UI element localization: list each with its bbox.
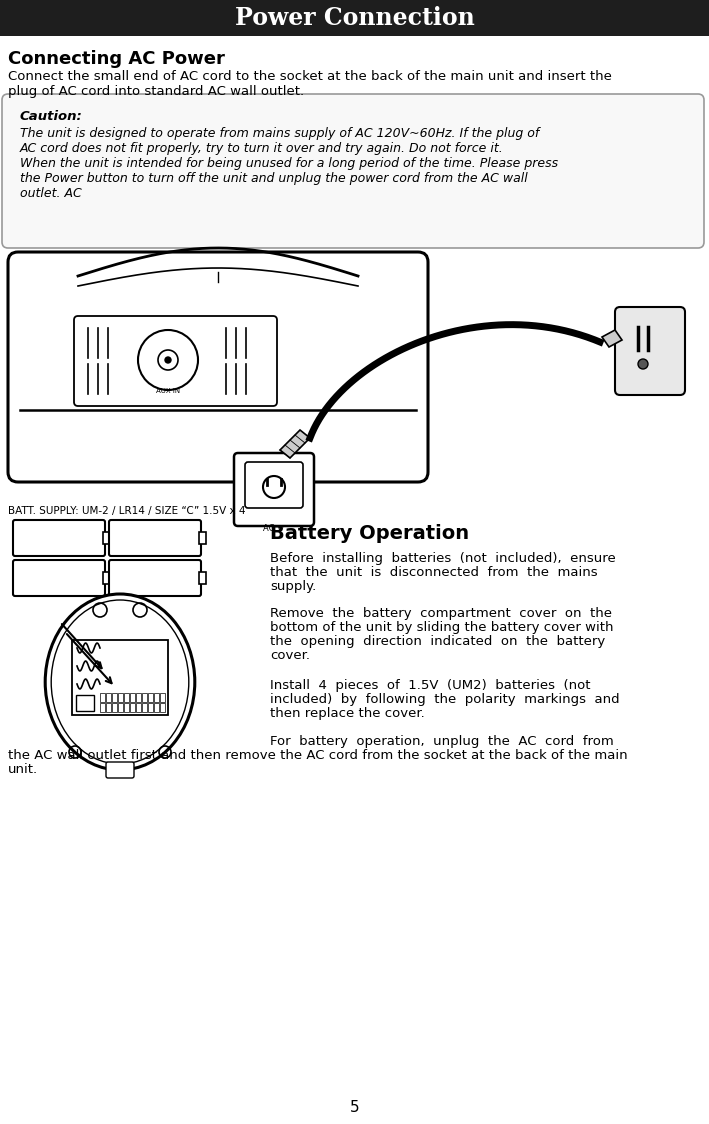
Text: Connect the small end of AC cord to the socket at the back of the main unit and : Connect the small end of AC cord to the … (8, 70, 612, 83)
Text: Remove  the  battery  compartment  cover  on  the: Remove the battery compartment cover on … (270, 607, 612, 620)
Text: supply.: supply. (270, 580, 316, 593)
FancyBboxPatch shape (615, 307, 685, 395)
Bar (124, 702, 129, 711)
Circle shape (165, 357, 171, 363)
FancyBboxPatch shape (2, 94, 704, 248)
FancyBboxPatch shape (74, 316, 277, 406)
Bar (100, 702, 105, 711)
FancyBboxPatch shape (109, 520, 201, 556)
Text: plug of AC cord into standard AC wall outlet.: plug of AC cord into standard AC wall ou… (8, 85, 304, 98)
Circle shape (638, 359, 648, 369)
Text: Install  4  pieces  of  1.5V  (UM2)  batteries  (not: Install 4 pieces of 1.5V (UM2) batteries… (270, 679, 591, 692)
Bar (100, 694, 105, 702)
Bar (103, 572, 110, 584)
Bar (154, 694, 159, 702)
Polygon shape (602, 330, 622, 347)
Bar (118, 694, 123, 702)
FancyBboxPatch shape (245, 462, 303, 508)
FancyBboxPatch shape (109, 560, 201, 596)
Bar (154, 702, 159, 711)
Text: When the unit is intended for being unused for a long period of the time. Please: When the unit is intended for being unus… (20, 157, 558, 170)
Bar (148, 694, 153, 702)
Bar (118, 702, 123, 711)
Text: that  the  unit  is  disconnected  from  the  mains: that the unit is disconnected from the m… (270, 566, 598, 579)
Bar (136, 702, 141, 711)
Bar (0, 0, 709, 36)
Bar (76, 695, 94, 711)
Bar (112, 702, 117, 711)
Text: outlet. AC: outlet. AC (20, 187, 82, 200)
Text: AC cord does not fit properly, try to turn it over and try again. Do not force i: AC cord does not fit properly, try to tu… (20, 142, 504, 155)
Bar (199, 532, 206, 544)
Bar (130, 702, 135, 711)
FancyBboxPatch shape (8, 252, 428, 482)
Text: 5: 5 (350, 1100, 359, 1115)
Text: cover.: cover. (270, 649, 310, 662)
Ellipse shape (45, 593, 195, 770)
Bar (136, 694, 141, 702)
Bar (142, 694, 147, 702)
Bar (199, 572, 206, 584)
Text: For  battery  operation,  unplug  the  AC  cord  from: For battery operation, unplug the AC cor… (270, 735, 614, 747)
Bar (124, 694, 129, 702)
Bar (106, 702, 111, 711)
Text: unit.: unit. (8, 763, 38, 776)
Text: included)  by  following  the  polarity  markings  and: included) by following the polarity mark… (270, 694, 620, 706)
FancyBboxPatch shape (72, 640, 168, 715)
Bar (112, 694, 117, 702)
FancyBboxPatch shape (13, 560, 105, 596)
Text: Power Connection: Power Connection (235, 6, 474, 30)
Text: then replace the cover.: then replace the cover. (270, 707, 425, 720)
Text: Caution:: Caution: (20, 110, 83, 123)
Text: BATT. SUPPLY: UM-2 / LR14 / SIZE “C” 1.5V x 4: BATT. SUPPLY: UM-2 / LR14 / SIZE “C” 1.5… (8, 506, 245, 516)
Text: The unit is designed to operate from mains supply of AC 120V~60Hz. If the plug o: The unit is designed to operate from mai… (20, 127, 540, 140)
FancyBboxPatch shape (106, 762, 134, 778)
Text: Connecting AC Power: Connecting AC Power (8, 49, 225, 67)
Bar (148, 702, 153, 711)
Text: Before  installing  batteries  (not  included),  ensure: Before installing batteries (not include… (270, 552, 615, 565)
Bar (130, 694, 135, 702)
Bar (160, 694, 165, 702)
Polygon shape (280, 430, 310, 457)
Bar (160, 702, 165, 711)
Text: the AC wall outlet first and then remove the AC cord from the socket at the back: the AC wall outlet first and then remove… (8, 749, 627, 762)
Bar (103, 532, 110, 544)
Text: Battery Operation: Battery Operation (270, 524, 469, 543)
Text: AC ~: AC ~ (264, 524, 284, 533)
Bar (106, 694, 111, 702)
Bar (142, 702, 147, 711)
Text: the Power button to turn off the unit and unplug the power cord from the AC wall: the Power button to turn off the unit an… (20, 172, 527, 185)
Text: the  opening  direction  indicated  on  the  battery: the opening direction indicated on the b… (270, 635, 605, 649)
FancyBboxPatch shape (234, 453, 314, 526)
Text: bottom of the unit by sliding the battery cover with: bottom of the unit by sliding the batter… (270, 620, 613, 634)
FancyBboxPatch shape (13, 520, 105, 556)
Text: AUX IN: AUX IN (156, 388, 180, 395)
